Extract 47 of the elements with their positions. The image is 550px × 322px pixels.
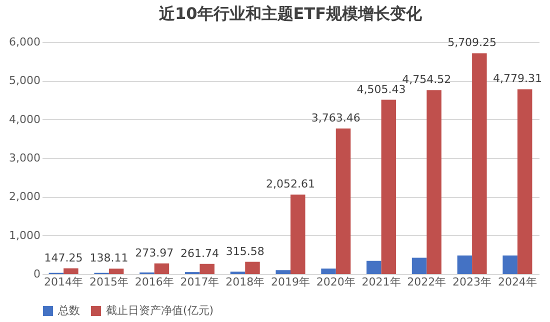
- bar: [108, 268, 124, 274]
- y-tick-label: 2,000: [9, 190, 40, 204]
- bar: [154, 263, 170, 274]
- bar: [321, 268, 336, 274]
- data-label: 315.58: [226, 244, 264, 258]
- bar: [517, 89, 532, 274]
- bar: [412, 258, 427, 274]
- bar: [502, 255, 518, 274]
- data-label: 3,763.46: [311, 111, 360, 124]
- chart-title: 近10年行业和主题ETF规模增长变化: [158, 4, 424, 23]
- bar: [336, 128, 351, 274]
- x-tick-label: 2014年: [44, 276, 84, 288]
- x-tick-label: 2015年: [89, 276, 128, 288]
- y-tick-label: 1,000: [9, 228, 40, 242]
- x-tick-label: 2023年: [452, 276, 492, 288]
- y-tick-label: 3,000: [9, 152, 40, 164]
- bar: [457, 255, 472, 274]
- legend-label: 总数: [57, 304, 80, 317]
- data-label: 147.25: [44, 251, 83, 264]
- data-label: 138.11: [90, 252, 128, 265]
- bar: [64, 268, 78, 274]
- x-tick-label: 2019年: [271, 276, 310, 288]
- bar: [245, 262, 260, 274]
- y-tick-label: 6,000: [9, 36, 40, 48]
- bar: [366, 260, 382, 274]
- x-tick-label: 2020年: [316, 276, 356, 288]
- y-tick-label: 5,000: [9, 74, 40, 88]
- legend-label: 截止日资产净值(亿元): [106, 304, 214, 317]
- bar: [426, 90, 442, 274]
- x-tick-label: 2016年: [134, 276, 174, 288]
- x-tick-label: 2024年: [498, 276, 537, 288]
- bar: [381, 100, 396, 274]
- bar: [472, 53, 487, 274]
- bar: [276, 270, 290, 274]
- data-label: 5,709.25: [448, 36, 497, 50]
- bar: [200, 264, 214, 274]
- y-tick-label: 0: [34, 268, 40, 280]
- data-label: 261.74: [180, 246, 219, 260]
- x-tick-label: 2017年: [180, 276, 220, 288]
- x-tick-label: 2021年: [362, 276, 401, 288]
- data-label: 2,052.61: [266, 178, 315, 191]
- x-tick-label: 2022年: [407, 276, 446, 288]
- y-tick-label: 4,000: [9, 112, 40, 126]
- data-label: 4,779.31: [492, 72, 542, 86]
- bar: [290, 194, 306, 274]
- data-label: 273.97: [135, 246, 174, 260]
- x-tick-label: 2018年: [226, 276, 265, 288]
